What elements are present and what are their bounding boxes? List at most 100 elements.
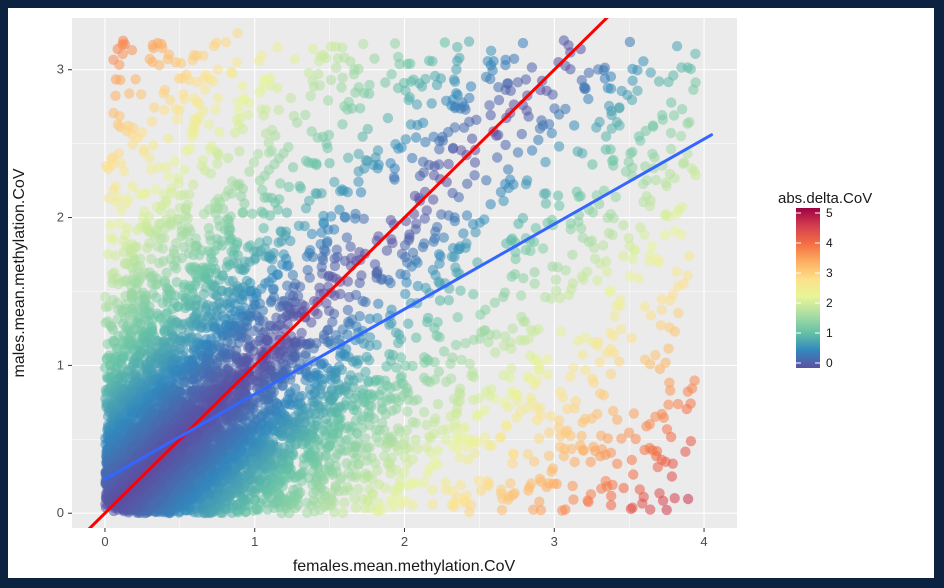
data-point xyxy=(449,76,461,87)
data-point xyxy=(452,312,463,323)
data-point xyxy=(231,56,243,68)
data-point xyxy=(475,309,486,320)
data-point xyxy=(602,82,614,94)
data-point xyxy=(185,226,196,237)
data-point xyxy=(499,397,510,409)
data-point xyxy=(600,131,612,142)
data-point xyxy=(421,205,432,216)
data-point xyxy=(390,327,402,338)
data-point xyxy=(456,354,467,365)
data-point xyxy=(438,232,449,243)
data-point xyxy=(605,368,617,380)
data-point xyxy=(641,421,652,432)
data-point xyxy=(645,504,656,515)
data-point xyxy=(306,228,318,240)
data-point xyxy=(500,419,512,430)
data-point xyxy=(663,399,674,410)
data-point xyxy=(410,132,422,143)
data-point xyxy=(464,358,475,369)
data-point xyxy=(119,39,131,50)
data-point xyxy=(272,204,283,215)
data-point xyxy=(220,37,232,48)
data-point xyxy=(362,123,373,135)
data-point xyxy=(272,42,283,53)
data-point xyxy=(259,243,270,254)
data-point xyxy=(468,334,480,345)
data-point xyxy=(466,133,478,144)
data-point xyxy=(174,104,185,116)
data-point xyxy=(412,443,423,454)
data-point xyxy=(560,265,571,276)
data-point xyxy=(580,365,591,376)
data-point xyxy=(336,82,347,93)
data-point xyxy=(320,52,332,64)
data-point xyxy=(538,188,550,199)
data-point xyxy=(258,223,269,234)
data-point xyxy=(576,430,587,442)
data-point xyxy=(645,310,657,321)
data-point xyxy=(640,161,651,172)
data-point xyxy=(562,403,573,415)
data-point xyxy=(664,377,675,388)
data-point xyxy=(311,159,322,171)
data-point xyxy=(353,483,364,495)
data-point xyxy=(500,178,511,190)
data-point xyxy=(283,181,295,193)
data-point xyxy=(650,174,662,186)
data-point xyxy=(329,176,340,188)
data-point xyxy=(665,431,677,443)
data-point xyxy=(493,94,505,106)
data-point xyxy=(605,500,617,511)
data-point xyxy=(130,74,141,85)
data-point xyxy=(389,38,401,49)
data-point xyxy=(452,55,463,67)
data-point xyxy=(458,228,469,239)
data-point xyxy=(345,56,356,67)
data-point xyxy=(639,444,650,456)
data-point xyxy=(357,131,368,142)
data-point xyxy=(355,187,367,198)
data-point xyxy=(302,507,313,518)
data-point xyxy=(227,68,238,79)
data-point xyxy=(337,507,349,519)
data-point xyxy=(264,210,276,221)
data-point xyxy=(198,288,209,300)
data-point xyxy=(337,42,348,53)
data-point xyxy=(454,383,466,394)
data-point xyxy=(690,48,701,59)
data-point xyxy=(107,159,119,170)
data-point xyxy=(467,367,478,378)
data-point xyxy=(216,240,228,251)
data-point xyxy=(353,148,364,160)
data-point xyxy=(419,407,430,418)
data-point xyxy=(395,268,406,280)
data-point xyxy=(184,143,195,154)
data-point xyxy=(337,119,348,130)
data-point xyxy=(165,94,176,106)
data-point xyxy=(547,261,558,272)
data-point xyxy=(569,456,580,468)
data-point xyxy=(583,67,595,78)
data-point xyxy=(275,178,286,189)
data-point xyxy=(653,76,665,87)
data-point xyxy=(542,354,553,365)
data-point xyxy=(418,477,429,488)
data-point xyxy=(624,240,636,252)
data-point xyxy=(611,117,623,128)
data-point xyxy=(295,183,306,194)
data-point xyxy=(682,386,693,397)
data-point xyxy=(118,165,130,177)
data-point xyxy=(438,346,450,357)
data-point xyxy=(341,232,353,243)
data-point xyxy=(618,482,629,494)
data-point xyxy=(217,203,229,215)
data-point xyxy=(647,148,658,159)
data-point xyxy=(555,441,566,453)
data-point xyxy=(471,411,482,422)
data-point xyxy=(411,332,422,343)
data-point xyxy=(308,488,319,499)
data-point xyxy=(460,338,471,349)
data-point xyxy=(626,333,637,344)
data-point xyxy=(305,90,316,102)
